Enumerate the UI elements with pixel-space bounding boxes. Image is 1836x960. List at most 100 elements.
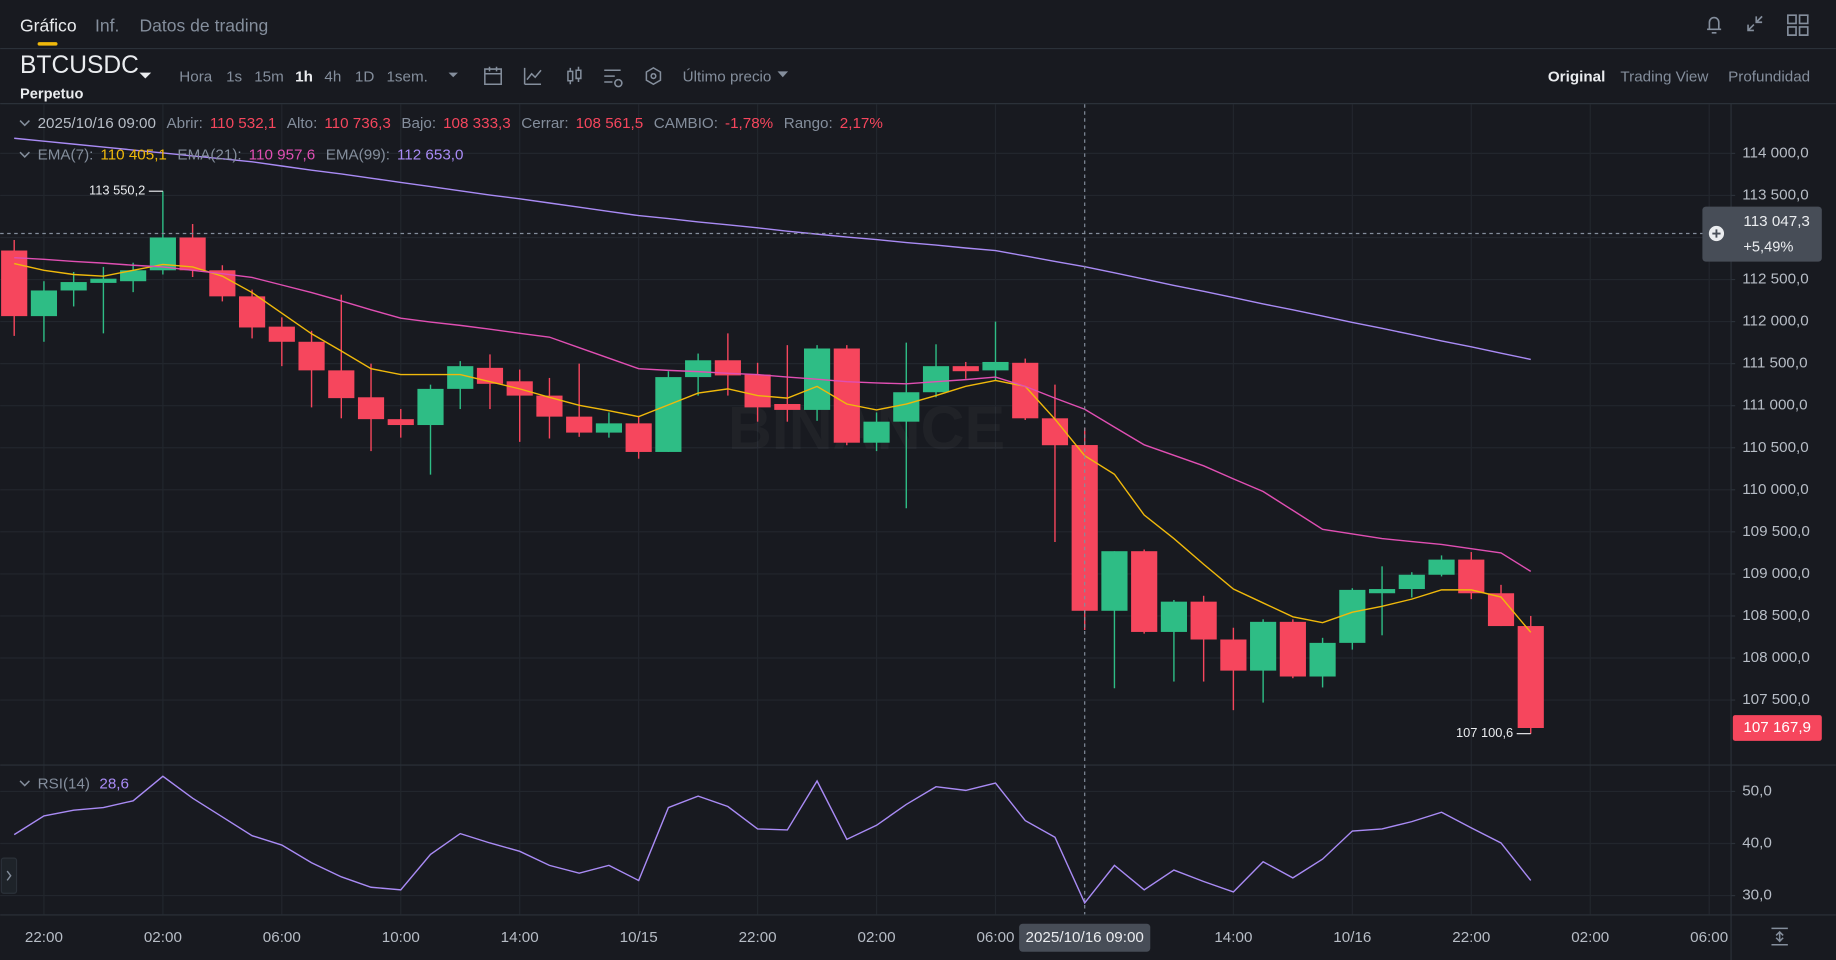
x-tick-label: 10/15 — [620, 929, 658, 946]
candle-body — [1190, 601, 1217, 640]
legend-label: Rango: — [784, 115, 833, 132]
x-tick-label: 14:00 — [501, 929, 539, 946]
contract-type: Perpetuo — [20, 87, 83, 103]
legend-value: 110 405,1 — [100, 147, 167, 164]
candle-body — [1, 250, 28, 317]
candle-body — [595, 423, 623, 433]
interval[interactable]: 1h — [295, 68, 313, 85]
candle-body — [1398, 574, 1425, 590]
candle-body — [90, 278, 117, 283]
ema-line — [14, 256, 1532, 572]
bell-icon[interactable] — [1707, 16, 1722, 34]
x-tick-label: 06:00 — [976, 929, 1014, 946]
view-option[interactable]: Profundidad — [1728, 68, 1810, 85]
legend-collapse[interactable] — [19, 120, 30, 127]
y-tick-label: 30,0 — [1742, 887, 1772, 904]
legend-collapse[interactable] — [19, 780, 30, 787]
legend-value: 28,6 — [99, 775, 129, 792]
legend-value: -1,78% — [725, 115, 773, 132]
indicator-icon[interactable] — [523, 67, 542, 86]
price-source-caret[interactable] — [777, 71, 789, 78]
candle-body — [655, 377, 682, 452]
auto-scale-icon[interactable] — [1771, 927, 1788, 946]
crosshair-price-label: 113 047,3 — [1743, 213, 1810, 230]
side-panel-toggle[interactable] — [0, 857, 18, 894]
candle-body — [685, 360, 712, 378]
legend-label: EMA(21): — [177, 147, 241, 164]
legend-collapse[interactable] — [19, 151, 30, 158]
interval[interactable]: 15m — [254, 68, 284, 85]
symbol[interactable]: BTCUSDC — [20, 52, 139, 79]
rsi-line — [13, 775, 1532, 905]
legend-time: 2025/10/16 09:00 — [38, 115, 156, 132]
y-tick-label: 111 000,0 — [1742, 397, 1807, 414]
view-option[interactable]: Original — [1548, 68, 1605, 85]
candle-body — [922, 366, 950, 393]
candle-body — [1160, 601, 1187, 632]
tab[interactable]: Gráfico — [20, 16, 77, 36]
collapse-icon[interactable] — [1747, 15, 1763, 32]
candle-body — [893, 392, 920, 422]
candle-body — [714, 360, 741, 376]
legend-value: 108 333,3 — [443, 115, 511, 132]
interval[interactable]: 1s — [226, 68, 242, 85]
legend-label: EMA(7): — [38, 147, 94, 164]
view-option[interactable]: Trading View — [1620, 68, 1709, 85]
x-tick-label: 06:00 — [1690, 929, 1728, 946]
y-tick-label: 112 000,0 — [1742, 313, 1809, 330]
x-tick-label: 06:00 — [263, 929, 301, 946]
x-tick-label: 02:00 — [858, 929, 896, 946]
interval-caret[interactable] — [448, 72, 458, 78]
candle-body — [625, 423, 652, 452]
candle-type-icon[interactable] — [567, 66, 582, 85]
candle-body — [1428, 559, 1455, 575]
y-tick-label: 111 500,0 — [1742, 355, 1807, 372]
x-tick-label: 02:00 — [144, 929, 182, 946]
candle-body — [357, 397, 385, 420]
y-tick-label: 114 000,0 — [1742, 144, 1809, 161]
candle-body — [179, 237, 206, 271]
candle-body — [268, 326, 295, 342]
hex-settings-icon[interactable] — [645, 67, 662, 86]
candle-body — [774, 404, 801, 410]
interval[interactable]: 1sem. — [386, 68, 427, 85]
settings-list-icon[interactable] — [604, 69, 623, 88]
candle-body — [120, 270, 147, 282]
extreme-label: 113 550,2 — [89, 183, 145, 198]
candle-body — [1101, 551, 1128, 611]
candle-body — [1220, 639, 1247, 671]
grid — [0, 104, 1731, 915]
interval[interactable]: 4h — [324, 68, 341, 85]
interval[interactable]: 1D — [355, 68, 374, 85]
price-source[interactable]: Último precio — [683, 68, 772, 85]
interval[interactable]: Hora — [179, 68, 212, 85]
layout-icon[interactable] — [1787, 14, 1809, 36]
y-tick-label: 112 500,0 — [1742, 271, 1809, 288]
x-tick-label: 22:00 — [25, 929, 63, 946]
candle-body — [1517, 626, 1544, 728]
crosshair-change-label: +5,49% — [1743, 239, 1793, 255]
legend-value: 112 653,0 — [397, 147, 464, 164]
extreme-label: 107 100,6 — [1456, 725, 1513, 740]
crosshair-price-box — [1702, 206, 1822, 262]
candle-body — [1458, 559, 1485, 594]
legend-value: 110 957,6 — [249, 147, 316, 164]
ema-legend: EMA(7): 110 405,1 EMA(21): 110 957,6 EMA(99)… — [38, 147, 464, 164]
legend-label: Alto: — [287, 115, 317, 132]
candle-body — [744, 374, 771, 408]
legend-value: 2,17% — [840, 115, 883, 132]
ohlc-legend: 2025/10/16 09:00 Abrir: 110 532,1 Alto: 110 … — [38, 115, 883, 132]
candle-body — [1131, 551, 1158, 632]
candle-body — [1487, 593, 1515, 627]
candle-body — [1279, 621, 1306, 677]
calendar-icon[interactable] — [484, 66, 502, 86]
candle-body — [328, 370, 355, 399]
legend-label: CAMBIO: — [654, 115, 718, 132]
y-tick-label: 110 000,0 — [1742, 481, 1809, 498]
symbol-caret[interactable] — [139, 72, 152, 79]
tab[interactable]: Datos de trading — [139, 16, 268, 36]
candle-body — [536, 395, 563, 417]
x-tick-label: 10/16 — [1333, 929, 1371, 946]
tab[interactable]: Inf. — [95, 16, 119, 36]
x-tick-label: 14:00 — [1214, 929, 1252, 946]
